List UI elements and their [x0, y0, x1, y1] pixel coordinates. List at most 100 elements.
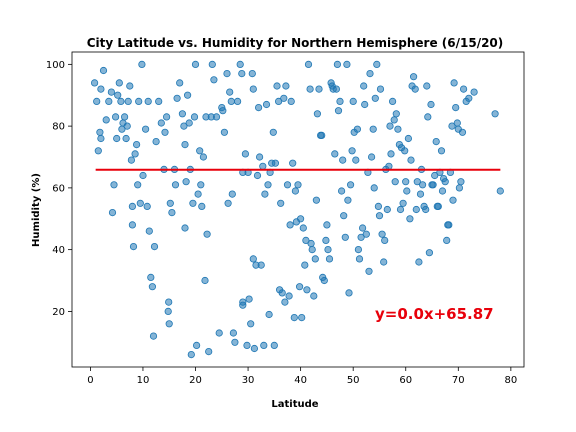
data-point	[91, 79, 99, 87]
data-point	[491, 110, 499, 118]
data-point	[236, 60, 244, 69]
data-point	[415, 258, 423, 266]
data-point	[224, 199, 232, 207]
data-point	[227, 97, 235, 106]
data-point	[424, 113, 432, 121]
data-point	[142, 125, 150, 133]
data-point	[205, 347, 213, 356]
data-point	[312, 196, 320, 204]
data-point	[403, 187, 411, 195]
data-point	[313, 110, 321, 118]
data-point	[274, 97, 283, 106]
data-point	[124, 97, 132, 106]
y-axis-ticks: 20 40 60 80 100	[46, 60, 72, 318]
data-point	[401, 147, 409, 155]
data-point	[115, 79, 123, 87]
data-point	[448, 122, 456, 130]
data-point	[113, 134, 121, 143]
data-point	[102, 116, 110, 124]
data-point	[193, 341, 201, 349]
data-point	[291, 187, 299, 195]
data-point	[228, 190, 236, 198]
data-point	[441, 178, 449, 186]
data-point	[181, 224, 189, 232]
data-point	[178, 110, 186, 118]
data-point	[198, 202, 206, 210]
data-point	[281, 298, 289, 306]
data-point	[374, 202, 382, 210]
data-point	[304, 60, 313, 69]
data-point	[385, 162, 393, 170]
chart-title: City Latitude vs. Humidity for Northern …	[87, 36, 504, 50]
data-point	[298, 313, 306, 322]
data-point	[367, 153, 376, 161]
data-point	[496, 187, 504, 195]
data-point	[346, 181, 355, 189]
data-point	[117, 97, 125, 106]
data-point	[388, 97, 397, 106]
data-point	[306, 85, 314, 93]
data-point	[324, 246, 332, 254]
data-point	[366, 70, 374, 78]
data-point	[396, 205, 405, 214]
data-point	[402, 178, 410, 186]
data-point	[459, 85, 468, 93]
data-point	[147, 273, 155, 281]
data-point	[429, 181, 437, 189]
data-point	[135, 97, 143, 106]
data-point	[123, 122, 131, 130]
data-point	[290, 313, 298, 322]
data-point	[353, 125, 361, 133]
data-point	[376, 85, 385, 93]
data-point	[260, 341, 268, 349]
data-point	[155, 97, 163, 106]
data-point	[465, 94, 473, 102]
data-point	[285, 292, 293, 300]
data-point	[409, 73, 418, 81]
data-point	[143, 202, 151, 210]
data-point	[201, 276, 209, 285]
data-point	[176, 79, 184, 87]
data-point	[394, 125, 402, 133]
data-point	[196, 147, 204, 155]
data-point	[136, 199, 144, 207]
data-point	[253, 171, 262, 180]
x-tick-label: 80	[504, 375, 517, 386]
data-point	[231, 338, 239, 346]
data-point	[318, 131, 326, 139]
data-point	[425, 249, 433, 257]
data-point	[166, 199, 174, 207]
data-point	[121, 113, 129, 121]
data-point	[354, 246, 362, 254]
data-point	[249, 85, 257, 93]
data-point	[386, 122, 394, 130]
data-point	[294, 181, 302, 189]
data-point	[247, 320, 255, 328]
data-point	[271, 159, 279, 167]
data-point	[390, 116, 398, 124]
data-point	[427, 100, 435, 109]
data-point	[181, 141, 189, 149]
data-point	[210, 76, 218, 84]
data-point	[355, 255, 364, 263]
data-point	[215, 329, 223, 337]
y-tick-label: 20	[52, 307, 65, 318]
data-point	[133, 141, 141, 149]
data-point	[139, 171, 147, 180]
data-point	[238, 70, 246, 78]
data-point	[323, 221, 331, 229]
data-point	[194, 190, 202, 198]
data-point	[110, 181, 118, 189]
data-point	[264, 181, 272, 189]
data-point	[345, 289, 353, 297]
data-point	[418, 181, 427, 189]
data-point	[278, 289, 286, 297]
data-point	[362, 230, 370, 238]
data-point	[412, 205, 420, 214]
data-point	[348, 147, 356, 155]
data-point	[431, 171, 439, 180]
data-point	[361, 100, 369, 109]
data-point	[108, 209, 117, 217]
data-point	[411, 85, 419, 93]
data-point	[383, 205, 391, 214]
